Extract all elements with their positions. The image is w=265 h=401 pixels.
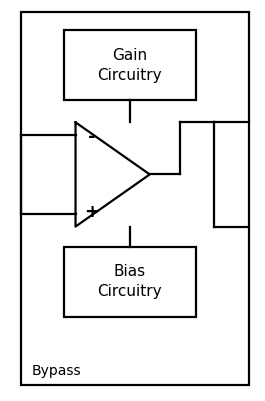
Text: Circuitry: Circuitry	[98, 68, 162, 83]
FancyBboxPatch shape	[64, 247, 196, 317]
Text: Bypass: Bypass	[32, 364, 81, 378]
FancyBboxPatch shape	[64, 30, 196, 100]
Text: Circuitry: Circuitry	[98, 284, 162, 299]
Text: +: +	[84, 203, 99, 221]
FancyBboxPatch shape	[21, 12, 249, 385]
Text: Bias: Bias	[114, 264, 146, 279]
Text: -: -	[88, 128, 95, 146]
Text: Gain: Gain	[112, 48, 147, 63]
